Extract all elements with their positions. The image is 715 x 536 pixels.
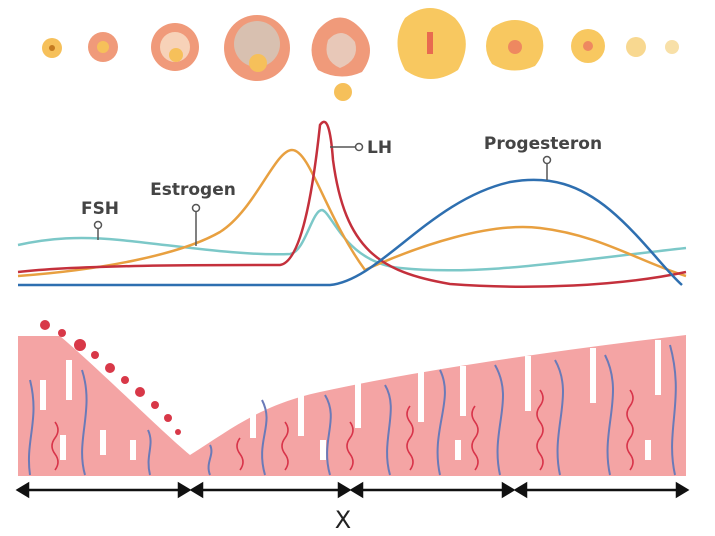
phase-arrows	[15, 481, 690, 499]
vein	[27, 379, 35, 476]
gland	[455, 440, 461, 460]
blood-drop	[164, 414, 172, 422]
vein	[604, 354, 614, 476]
endometrium-layer	[18, 335, 686, 476]
corpus-luteum-center	[508, 40, 522, 54]
hormone-label: Progesteron	[484, 134, 602, 154]
follicle-core	[169, 48, 183, 62]
arrow-heads	[349, 481, 516, 499]
blood-drop	[175, 429, 181, 435]
glands	[40, 340, 661, 460]
endometrium	[18, 320, 686, 476]
ovum	[334, 83, 352, 101]
blood-drop	[58, 329, 66, 337]
vein	[436, 369, 446, 476]
gland	[40, 380, 46, 410]
gland	[525, 356, 531, 411]
artery	[236, 437, 244, 471]
fsh-curve	[17, 208, 687, 272]
artery	[346, 421, 354, 471]
hormone-label: LH	[367, 138, 392, 158]
blood-drop	[74, 339, 86, 351]
estrogen-curve	[17, 148, 687, 278]
vein	[494, 364, 504, 476]
marker-dot	[93, 220, 103, 230]
hormone-curves	[17, 120, 687, 288]
arrow-heads	[513, 481, 690, 499]
artery	[406, 405, 414, 471]
corpus-albicans	[626, 37, 646, 57]
arrow-heads	[189, 481, 352, 499]
gland	[250, 408, 256, 438]
marker-dot	[191, 203, 201, 213]
artery	[536, 389, 544, 471]
blood-drop	[40, 320, 50, 330]
vein	[81, 369, 88, 476]
gland	[645, 440, 651, 460]
menstrual-blood	[40, 320, 181, 435]
blood-drop	[121, 376, 129, 384]
vein	[324, 394, 332, 476]
gland	[100, 430, 106, 455]
hormone-label: Estrogen	[150, 180, 236, 200]
follicle-core	[249, 54, 267, 72]
curve-markers	[93, 142, 552, 246]
blood-drop	[151, 401, 159, 409]
gland	[320, 440, 326, 460]
follicle-core	[97, 41, 109, 53]
vessels	[27, 344, 677, 476]
corpus-albicans	[665, 40, 679, 54]
lh-curve	[17, 120, 687, 288]
follicle-antrum	[234, 21, 280, 67]
blood-drop	[105, 363, 115, 373]
vein	[261, 399, 268, 476]
artery	[281, 421, 289, 471]
corpus-luteum-center	[583, 41, 593, 51]
vein	[669, 344, 677, 476]
gland	[298, 396, 304, 436]
gland	[590, 348, 596, 403]
gland	[130, 440, 136, 460]
artery	[51, 421, 59, 471]
vein	[554, 359, 564, 476]
gland	[460, 366, 466, 416]
vein	[384, 384, 392, 476]
vein	[207, 444, 213, 476]
marker-dot	[542, 155, 552, 165]
blood-drop	[135, 387, 145, 397]
phase-label: X	[335, 506, 351, 534]
blood-drop	[91, 351, 99, 359]
follicle-antrum	[326, 32, 356, 68]
gland	[418, 372, 424, 422]
artery	[471, 405, 479, 471]
arrow-heads	[15, 481, 192, 499]
vein	[147, 429, 152, 476]
follicles	[42, 8, 679, 101]
gland	[60, 435, 66, 460]
gland	[66, 360, 72, 400]
corpus-luteum-center	[427, 32, 433, 54]
hormone-label: FSH	[81, 199, 119, 219]
gland	[355, 383, 361, 428]
gland	[655, 340, 661, 395]
progesterone-curve	[18, 178, 683, 287]
marker-dot	[354, 142, 364, 152]
artery	[626, 389, 634, 471]
follicle-core	[49, 45, 55, 51]
